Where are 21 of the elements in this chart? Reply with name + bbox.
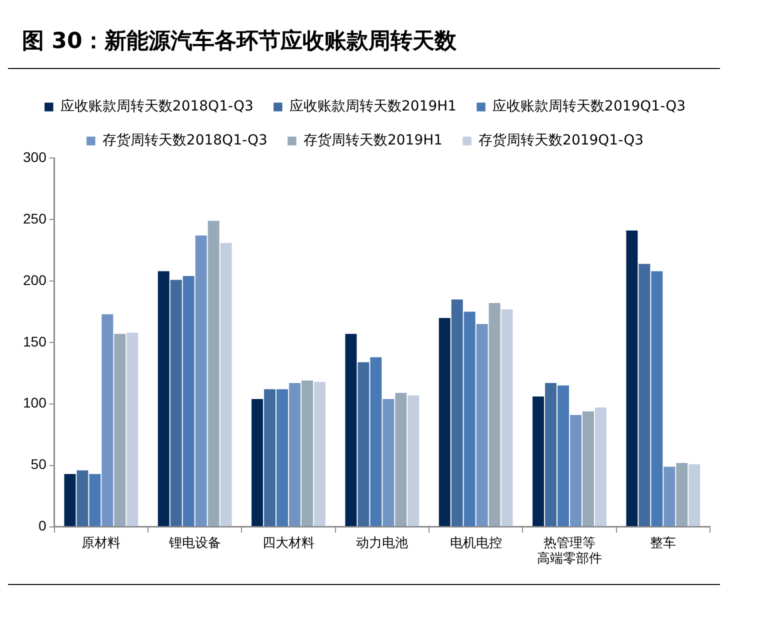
x-tick-label: 锂电设备 <box>168 536 221 551</box>
x-tick-label: 电机电控 <box>450 536 502 551</box>
y-tick-label: 100 <box>23 394 47 411</box>
x-tick-label: 热管理等高端零部件 <box>537 536 602 567</box>
legend-label: 应收账款周转天数2018Q1-Q3 <box>60 98 254 115</box>
legend-label: 存货周转天数2019Q1-Q3 <box>478 132 644 149</box>
legend-label: 存货周转天数2018Q1-Q3 <box>102 132 268 149</box>
x-tick-label: 动力电池 <box>356 536 408 551</box>
y-tick-label: 0 <box>38 518 47 534</box>
y-tick-label: 200 <box>23 272 47 288</box>
legend-label: 应收账款周转天数2019H1 <box>289 98 457 115</box>
chart-title: 图 30：新能源汽车各环节应收账款周转天数 <box>22 28 456 56</box>
y-tick-label: 50 <box>30 456 47 472</box>
legend-label: 应收账款周转天数2019Q1-Q3 <box>492 98 686 115</box>
x-tick-label: 四大材料 <box>262 536 315 551</box>
y-tick-label: 150 <box>23 333 47 350</box>
legend-label: 存货周转天数2019H1 <box>303 132 443 149</box>
x-tick-label: 整车 <box>650 536 676 551</box>
x-tick-label: 原材料 <box>82 536 121 551</box>
y-tick-label: 250 <box>23 210 47 226</box>
y-tick-label: 300 <box>23 148 47 165</box>
